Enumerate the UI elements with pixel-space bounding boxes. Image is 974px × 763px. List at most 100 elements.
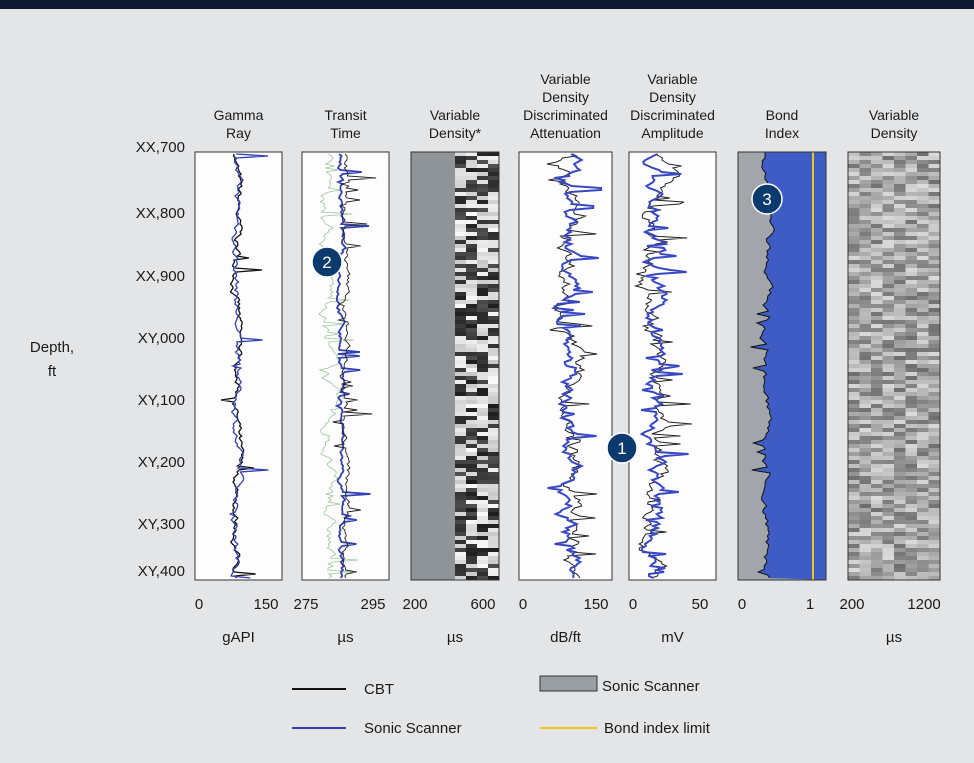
density-cell: [917, 184, 929, 188]
density-cell: [466, 536, 478, 540]
density-cell: [917, 352, 929, 356]
density-cell: [917, 428, 929, 432]
density-cell: [906, 480, 918, 484]
density-cell: [466, 460, 478, 464]
density-cell: [860, 436, 872, 440]
density-cell: [477, 240, 489, 244]
density-cell: [477, 324, 489, 328]
density-cell: [894, 256, 906, 260]
density-cell: [906, 304, 918, 308]
density-cell: [848, 172, 860, 176]
density-cell: [929, 464, 941, 468]
density-cell: [455, 448, 467, 452]
density-cell: [906, 396, 918, 400]
density-cell: [455, 380, 467, 384]
density-cell: [466, 508, 478, 512]
density-cell: [917, 488, 929, 492]
density-cell: [860, 488, 872, 492]
density-cell: [929, 320, 941, 324]
density-cell: [871, 292, 883, 296]
density-cell: [883, 388, 895, 392]
density-cell: [929, 372, 941, 376]
density-cell: [848, 352, 860, 356]
density-cell: [477, 480, 489, 484]
density-cell: [917, 200, 929, 204]
density-cell: [871, 216, 883, 220]
density-cell: [477, 476, 489, 480]
density-cell: [848, 544, 860, 548]
density-cell: [906, 328, 918, 332]
density-cell: [488, 368, 500, 372]
density-cell: [466, 260, 478, 264]
density-cell: [929, 188, 941, 192]
density-cell: [466, 300, 478, 304]
density-cell: [917, 388, 929, 392]
density-cell: [871, 220, 883, 224]
density-cell: [929, 460, 941, 464]
density-cell: [883, 432, 895, 436]
density-cell: [848, 188, 860, 192]
density-cell: [929, 544, 941, 548]
density-cell: [488, 508, 500, 512]
density-cell: [883, 440, 895, 444]
density-cell: [906, 336, 918, 340]
density-cell: [455, 296, 467, 300]
density-cell: [455, 412, 467, 416]
density-cell: [917, 512, 929, 516]
density-cell: [488, 352, 500, 356]
density-cell: [894, 192, 906, 196]
density-cell: [929, 352, 941, 356]
density-cell: [848, 512, 860, 516]
density-cell: [917, 296, 929, 300]
density-cell: [917, 464, 929, 468]
density-cell: [466, 448, 478, 452]
density-cell: [477, 564, 489, 568]
density-cell: [883, 224, 895, 228]
density-cell: [894, 572, 906, 576]
density-cell: [917, 348, 929, 352]
density-cell: [917, 176, 929, 180]
density-cell: [929, 516, 941, 520]
depth-label: ft: [48, 363, 57, 380]
density-cell: [860, 212, 872, 216]
density-cell: [929, 264, 941, 268]
density-cell: [860, 440, 872, 444]
density-cell: [883, 324, 895, 328]
density-cell: [848, 156, 860, 160]
density-cell: [883, 252, 895, 256]
density-cell: [929, 456, 941, 460]
density-cell: [871, 376, 883, 380]
density-cell: [906, 252, 918, 256]
density-cell: [477, 496, 489, 500]
density-cell: [466, 324, 478, 328]
density-cell: [466, 524, 478, 528]
density-cell: [883, 552, 895, 556]
density-cell: [477, 540, 489, 544]
density-cell: [455, 288, 467, 292]
density-cell: [883, 504, 895, 508]
density-cell: [929, 436, 941, 440]
density-cell: [455, 220, 467, 224]
track-tick-label: 0: [519, 596, 527, 613]
density-cell: [488, 236, 500, 240]
density-cell: [466, 356, 478, 360]
density-cell: [906, 172, 918, 176]
density-cell: [466, 544, 478, 548]
density-cell: [894, 420, 906, 424]
density-cell: [906, 220, 918, 224]
density-cell: [917, 300, 929, 304]
density-cell: [871, 308, 883, 312]
density-cell: [917, 532, 929, 536]
density-cell: [906, 312, 918, 316]
density-cell: [455, 504, 467, 508]
density-cell: [906, 544, 918, 548]
density-cell: [906, 164, 918, 168]
density-cell: [929, 556, 941, 560]
density-cell: [917, 492, 929, 496]
density-cell: [860, 264, 872, 268]
density-cell: [488, 444, 500, 448]
density-cell: [894, 396, 906, 400]
density-cell: [871, 280, 883, 284]
density-cell: [929, 192, 941, 196]
density-cell: [917, 476, 929, 480]
